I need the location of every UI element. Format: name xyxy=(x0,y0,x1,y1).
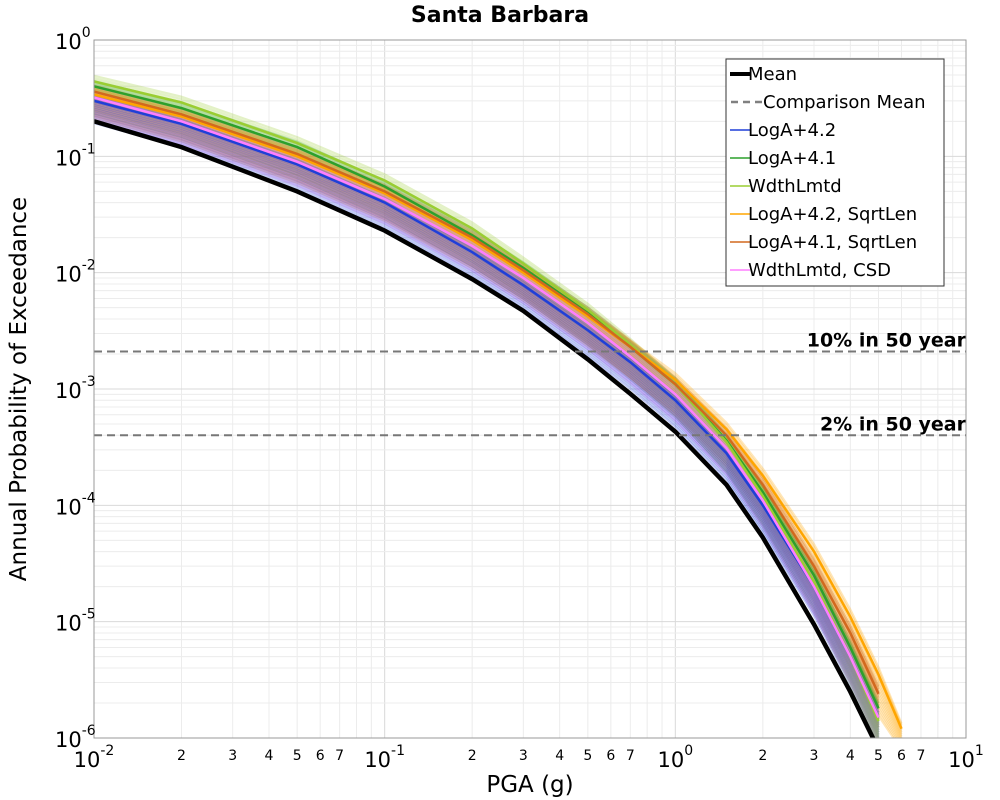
branch-curve xyxy=(94,118,878,738)
branch-curve xyxy=(94,112,880,725)
branch-curve xyxy=(94,119,879,738)
x-minor-tick-label: 2 xyxy=(177,748,186,764)
series-line-wdthlmtd xyxy=(94,80,880,722)
x-axis-label: PGA (g) xyxy=(486,772,573,798)
reference-lines: 10% in 50 year 2% in 50 year xyxy=(94,330,967,437)
reference-line-label: 2% in 50 year xyxy=(820,413,967,435)
branch-curve xyxy=(94,109,880,731)
branch-curve xyxy=(94,112,899,738)
branch-curve xyxy=(94,114,880,728)
branch-curve xyxy=(94,89,903,726)
y-tick-label: 10-4 xyxy=(55,490,96,519)
series-line-wdthlmtd-csd xyxy=(94,96,880,719)
x-tick-label: 10-2 xyxy=(74,743,115,772)
y-tick-label: 10-6 xyxy=(55,723,96,752)
x-minor-tick-label: 4 xyxy=(846,748,855,764)
branch-curve xyxy=(94,106,880,726)
x-minor-tick-label: 7 xyxy=(335,748,344,764)
plot-frame xyxy=(93,39,967,739)
branch-curve xyxy=(94,113,880,735)
x-tick-label: 100 xyxy=(658,743,694,772)
branch-curve xyxy=(94,104,880,724)
branch-curve xyxy=(94,106,878,738)
chart-title: Santa Barbara xyxy=(411,3,589,28)
y-tick-label: 10-1 xyxy=(55,141,96,170)
x-minor-tick-label: 5 xyxy=(874,748,883,764)
branch-curve xyxy=(94,110,880,736)
x-minor-tick-label: 6 xyxy=(606,748,615,764)
legend-label: LogA+4.1 xyxy=(748,148,836,169)
legend-label: LogA+4.2, SqrtLen xyxy=(748,204,917,225)
branch-curve xyxy=(94,88,880,729)
branch-curve xyxy=(94,111,880,733)
legend-label: Comparison Mean xyxy=(763,92,926,113)
branch-curve xyxy=(94,103,879,738)
branch-curve xyxy=(94,110,880,722)
y-tick-label: 100 xyxy=(55,25,91,54)
x-minor-tick-label: 7 xyxy=(626,748,635,764)
branch-curve xyxy=(94,109,877,738)
x-tick-label: 10-1 xyxy=(364,743,405,772)
branch-curve xyxy=(94,105,880,731)
branch-curve xyxy=(94,77,880,719)
legend-label: LogA+4.1, SqrtLen xyxy=(748,232,917,253)
branch-curve xyxy=(94,115,879,738)
legend-label: Mean xyxy=(748,64,797,85)
x-minor-tick-label: 2 xyxy=(758,748,767,764)
y-tick-label: 10-5 xyxy=(55,607,96,636)
series-line-mean xyxy=(94,119,876,738)
y-tick-label: 10-3 xyxy=(55,374,96,403)
branch-curve xyxy=(94,102,880,722)
branch-curve xyxy=(94,117,880,738)
x-minor-tick-label: 6 xyxy=(897,748,906,764)
branch-curve xyxy=(94,101,880,738)
x-minor-tick-label: 3 xyxy=(810,748,819,764)
branch-curve xyxy=(94,112,880,738)
x-minor-tick-label: 5 xyxy=(293,748,302,764)
y-tick-label: 10-2 xyxy=(55,258,96,287)
legend-label: WdthLmtd, CSD xyxy=(748,260,891,281)
branch-curve xyxy=(94,107,880,719)
branch-curve xyxy=(94,87,903,724)
branch-curve xyxy=(94,113,880,738)
x-minor-tick-label: 7 xyxy=(917,748,926,764)
x-minor-tick-label: 2 xyxy=(468,748,477,764)
x-minor-tick-label: 3 xyxy=(519,748,528,764)
reference-line-label: 10% in 50 year xyxy=(807,330,967,352)
branch-curve xyxy=(94,105,880,729)
x-tick-label: 101 xyxy=(948,743,984,772)
y-axis-ticks: 100 10-1 10-2 10-3 10-4 10-5 10-6 xyxy=(55,25,96,752)
series-line-loga-4-1-sqrtlen xyxy=(94,90,880,695)
branch-curve xyxy=(94,107,880,731)
x-minor-tick-label: 5 xyxy=(583,748,592,764)
branch-curve xyxy=(94,93,880,733)
branch-curve xyxy=(94,109,880,733)
y-axis-label: Annual Probability of Exceedance xyxy=(6,197,32,581)
legend-label: LogA+4.2 xyxy=(748,120,836,141)
x-minor-tick-label: 4 xyxy=(265,748,274,764)
branch-curve xyxy=(94,107,880,733)
x-minor-tick-label: 3 xyxy=(228,748,237,764)
x-minor-tick-label: 4 xyxy=(555,748,564,764)
branch-curve xyxy=(94,103,880,727)
x-minor-tick-label: 6 xyxy=(316,748,325,764)
legend: Mean Comparison Mean LogA+4.2 LogA+4.1 WdthL… xyxy=(725,58,945,287)
branch-curve xyxy=(94,115,880,738)
branch-curve xyxy=(94,107,880,729)
branch-curve xyxy=(94,111,880,736)
legend-box xyxy=(725,58,945,287)
branch-curve xyxy=(94,102,880,728)
legend-label: WdthLmtd xyxy=(748,176,842,197)
series-lines xyxy=(94,80,903,738)
